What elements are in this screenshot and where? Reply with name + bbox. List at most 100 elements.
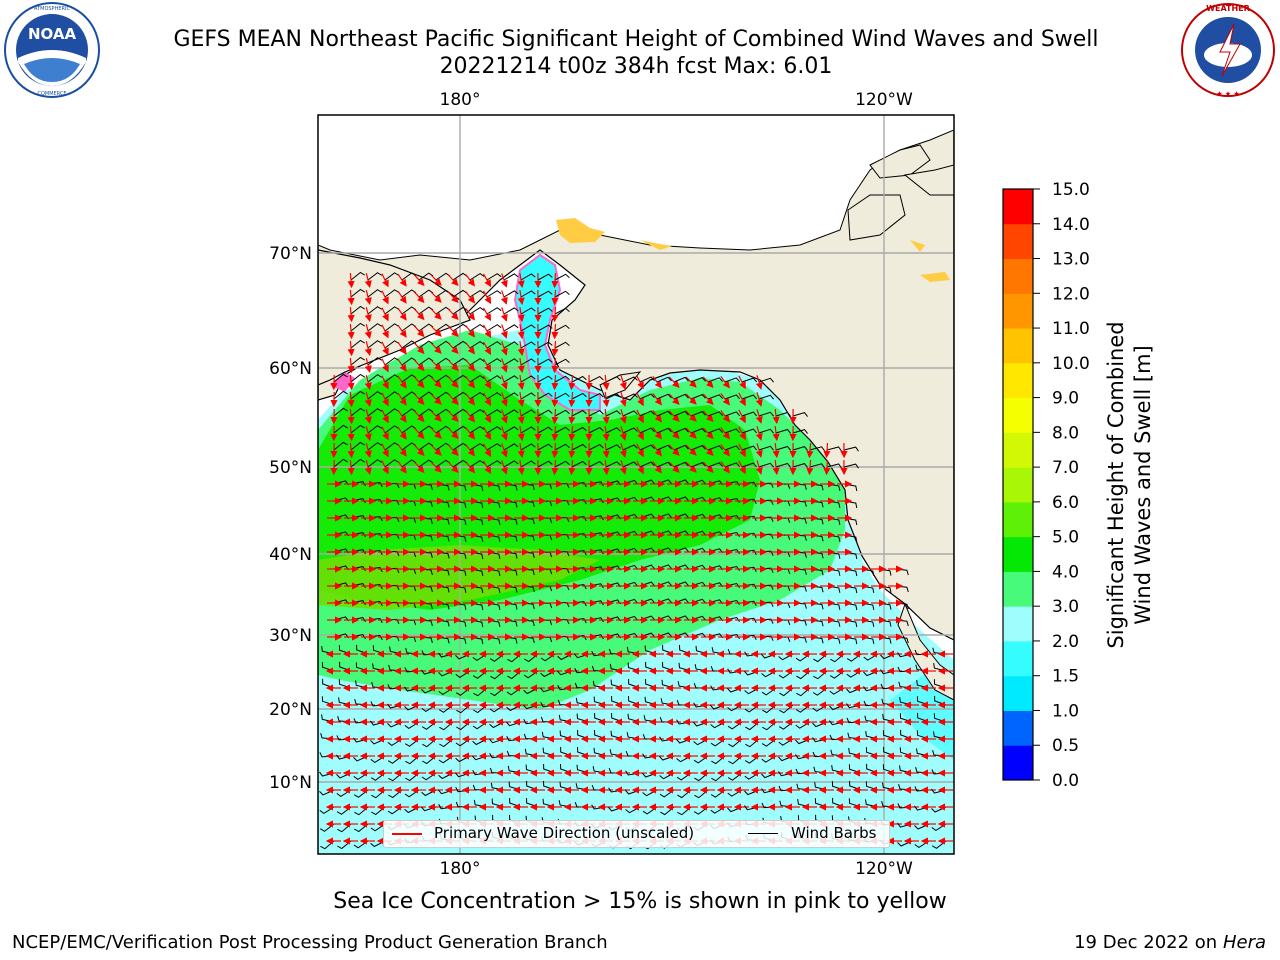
wind-barb bbox=[384, 374, 400, 383]
wind-barb bbox=[554, 426, 570, 434]
wind-barb bbox=[503, 375, 519, 383]
wind-barb bbox=[486, 273, 502, 281]
wind-barb bbox=[639, 410, 655, 417]
wind-barb bbox=[503, 460, 519, 468]
wave-direction-arrow bbox=[685, 444, 697, 456]
wind-barb bbox=[367, 272, 383, 281]
wave-direction-arrow bbox=[517, 426, 525, 442]
wave-direction-arrow bbox=[668, 444, 680, 456]
wind-barb bbox=[656, 461, 672, 468]
wave-direction-arrow bbox=[465, 376, 476, 389]
wave-direction-arrow bbox=[500, 358, 508, 373]
wave-direction-arrow bbox=[772, 460, 780, 476]
wave-direction-arrow bbox=[500, 460, 508, 475]
wind-barb bbox=[367, 459, 383, 468]
wind-barb bbox=[350, 441, 365, 451]
wave-direction-arrow bbox=[465, 274, 476, 287]
wave-direction-arrow bbox=[430, 410, 442, 422]
svg-text:NOAA: NOAA bbox=[28, 25, 77, 43]
wind-barb bbox=[486, 392, 502, 400]
wave-direction-arrow bbox=[381, 392, 389, 407]
wave-direction-arrow bbox=[482, 324, 492, 339]
wave-direction-arrow bbox=[465, 291, 476, 304]
wind-barb bbox=[639, 461, 655, 468]
wind-barb bbox=[792, 412, 808, 417]
wave-direction-arrow bbox=[413, 274, 425, 287]
legend-wind-barbs: Wind Barbs bbox=[791, 824, 877, 842]
sea-ice-note: Sea Ice Concentration > 15% is shown in … bbox=[333, 889, 947, 914]
wave-direction-arrow bbox=[619, 443, 627, 458]
lat-label: 60°N bbox=[269, 359, 312, 379]
wind-barb-swatch bbox=[748, 833, 778, 834]
wind-barb bbox=[622, 410, 638, 417]
wave-direction-arrow bbox=[755, 409, 763, 424]
wind-barb bbox=[469, 306, 485, 315]
wind-barb bbox=[588, 443, 604, 451]
wave-direction-arrow bbox=[447, 376, 459, 388]
wind-barb bbox=[384, 425, 400, 434]
wind-barb bbox=[486, 426, 502, 434]
colorbar-tick-label: 1.0 bbox=[1052, 701, 1079, 721]
wave-direction-arrow bbox=[364, 290, 372, 305]
wave-direction-arrow bbox=[668, 410, 680, 422]
wind-barb bbox=[622, 444, 638, 451]
wave-direction-arrow bbox=[551, 289, 559, 306]
wave-direction-arrow bbox=[397, 358, 407, 372]
lat-label: 50°N bbox=[269, 458, 312, 478]
wave-direction-arrow bbox=[347, 306, 355, 323]
wave-direction-arrow bbox=[602, 408, 610, 425]
lon-label-bottom: 120°W bbox=[855, 859, 913, 879]
wind-barb bbox=[537, 375, 553, 383]
wave-direction-arrow bbox=[465, 410, 476, 423]
wind-barb bbox=[486, 341, 502, 349]
wave-direction-arrow bbox=[381, 324, 389, 339]
wave-direction-arrow bbox=[397, 392, 407, 406]
wind-barb bbox=[367, 323, 383, 332]
wave-direction-arrow bbox=[413, 393, 425, 406]
wave-direction-arrow bbox=[551, 459, 559, 476]
wind-barb bbox=[741, 428, 757, 434]
colorbar-cell bbox=[1003, 223, 1033, 260]
wave-direction-arrow bbox=[772, 409, 780, 425]
wind-barb bbox=[792, 463, 808, 468]
wave-direction-arrow bbox=[551, 340, 559, 357]
wave-direction-arrow bbox=[397, 324, 407, 338]
wind-barb bbox=[469, 459, 485, 468]
wave-direction-arrow bbox=[755, 443, 763, 458]
wave-direction-arrow bbox=[397, 375, 407, 389]
wave-direction-arrow bbox=[517, 290, 525, 306]
wave-direction-arrow bbox=[447, 427, 459, 439]
wave-direction-arrow bbox=[364, 341, 372, 356]
wind-barb bbox=[758, 445, 774, 451]
wind-barb bbox=[333, 441, 348, 451]
wind-barb bbox=[537, 324, 553, 332]
wave-direction-arrow bbox=[517, 392, 525, 408]
wind-barb bbox=[758, 411, 774, 417]
wave-direction-arrow bbox=[500, 324, 508, 339]
wind-barb bbox=[605, 444, 621, 451]
wave-direction-arrow bbox=[636, 392, 644, 407]
wave-direction-arrow bbox=[447, 325, 459, 337]
wave-direction-arrow bbox=[738, 460, 746, 475]
wind-barb bbox=[741, 462, 757, 468]
wave-direction-arrow bbox=[517, 307, 525, 323]
wind-barb bbox=[367, 374, 383, 383]
wave-direction-arrow bbox=[806, 442, 814, 459]
wave-direction-arrow bbox=[397, 307, 407, 321]
wave-direction-arrow bbox=[636, 443, 644, 458]
wave-direction-arrow bbox=[482, 426, 492, 441]
wave-direction-arrow bbox=[364, 409, 372, 424]
wind-barb bbox=[775, 445, 791, 451]
wind-barb bbox=[588, 375, 604, 383]
lat-label: 70°N bbox=[269, 244, 312, 264]
colorbar-cell bbox=[1003, 362, 1033, 399]
wave-direction-arrow bbox=[823, 459, 831, 476]
wind-barb bbox=[639, 376, 655, 383]
wave-direction-arrow bbox=[551, 306, 559, 323]
wave-direction-arrow bbox=[668, 393, 680, 405]
wind-barb bbox=[792, 446, 808, 451]
wave-direction-arrow bbox=[447, 274, 459, 286]
wave-direction-arrow bbox=[482, 290, 492, 305]
wind-barb bbox=[758, 462, 774, 468]
wind-barb bbox=[350, 373, 365, 383]
